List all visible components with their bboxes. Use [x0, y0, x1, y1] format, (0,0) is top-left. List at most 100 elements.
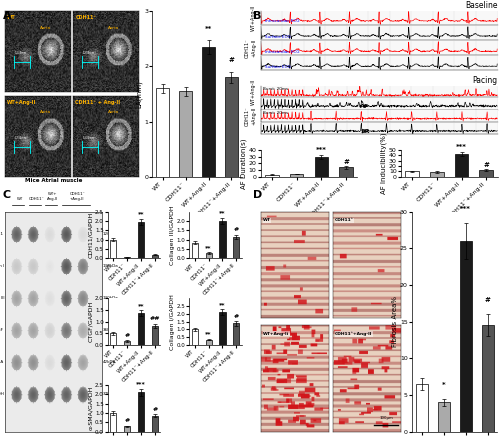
Text: WT+
Ang-II: WT+ Ang-II	[47, 192, 58, 201]
Bar	[234, 237, 239, 259]
Bar	[454, 154, 468, 177]
Text: CDH11: CDH11	[0, 232, 4, 236]
Text: CDH11⁺+Ang-II: CDH11⁺+Ang-II	[335, 332, 372, 336]
Y-axis label: AF Inducibility(%): AF Inducibility(%)	[381, 133, 388, 194]
Text: D: D	[252, 190, 262, 200]
Bar	[482, 325, 494, 432]
Text: 1.234mm: 1.234mm	[14, 136, 26, 140]
Y-axis label: Collagen III/GAPDH: Collagen III/GAPDH	[170, 205, 175, 265]
Text: A: A	[2, 11, 11, 21]
Text: 130kDa: 130kDa	[103, 296, 118, 300]
Bar	[110, 240, 116, 259]
Bar	[124, 258, 130, 259]
Text: #: #	[484, 162, 489, 168]
Text: ***: ***	[136, 381, 146, 386]
Text: 37kDa: 37kDa	[103, 392, 116, 396]
Bar	[220, 221, 226, 259]
Y-axis label: LA(mm): LA(mm)	[136, 80, 143, 108]
Text: 1.234mm: 1.234mm	[14, 51, 26, 55]
Text: #: #	[228, 58, 234, 64]
Text: 120kDa: 120kDa	[103, 232, 118, 236]
Bar	[152, 326, 158, 345]
Text: #: #	[484, 297, 490, 303]
Text: Surface ECG: Surface ECG	[266, 34, 291, 38]
Text: #: #	[124, 333, 130, 338]
Text: 100μm: 100μm	[379, 416, 393, 419]
Bar	[430, 172, 444, 177]
Bar	[290, 174, 304, 177]
Text: Baseline: Baseline	[465, 1, 498, 10]
Text: SR: SR	[360, 129, 370, 133]
Bar	[480, 170, 493, 177]
Text: Burst: 20ms: Burst: 20ms	[263, 87, 288, 91]
Bar	[138, 392, 144, 432]
Text: **: **	[219, 302, 226, 307]
Text: AF: AF	[360, 104, 370, 109]
Text: **: **	[138, 211, 144, 216]
Bar	[152, 255, 158, 259]
Bar	[180, 91, 192, 177]
Bar	[192, 242, 198, 259]
Text: α-SMA: α-SMA	[0, 360, 4, 364]
Text: WT: WT	[263, 218, 271, 222]
Text: B: B	[252, 11, 261, 21]
Text: Aorta: Aorta	[108, 26, 120, 30]
Text: Mice Atrial muscle: Mice Atrial muscle	[25, 178, 82, 183]
Text: Intracardiac ECG: Intracardiac ECG	[266, 50, 300, 54]
Text: WT+Ang-Ii: WT+Ang-Ii	[263, 332, 289, 336]
Text: WT: WT	[7, 15, 16, 20]
Text: 42kDa: 42kDa	[103, 360, 116, 364]
Bar	[124, 341, 130, 345]
Text: CDH11⁺: CDH11⁺	[76, 15, 96, 20]
Text: Burst: 20ms: Burst: 20ms	[263, 112, 288, 116]
Text: Intracardiac ECG: Intracardiac ECG	[266, 20, 300, 24]
Text: **: **	[205, 26, 212, 32]
Bar	[206, 340, 212, 345]
Text: CDH11⁻
+Ang-II: CDH11⁻ +Ang-II	[70, 192, 85, 201]
Bar	[234, 323, 239, 345]
Text: C: C	[2, 190, 10, 200]
Bar	[405, 171, 419, 177]
Text: #: #	[234, 227, 239, 232]
Bar	[340, 167, 353, 177]
Text: WT: WT	[16, 197, 23, 201]
Text: CDH11⁻
+Ang-II: CDH11⁻ +Ang-II	[245, 106, 256, 126]
Text: CDH11⁻
+Ang-II: CDH11⁻ +Ang-II	[245, 38, 256, 58]
Text: Pacing: Pacing	[472, 76, 498, 85]
Y-axis label: Collagen I/GAPDH: Collagen I/GAPDH	[170, 294, 175, 350]
Bar	[206, 253, 212, 259]
Text: ##: ##	[150, 317, 160, 321]
Text: Aorta: Aorta	[40, 26, 51, 30]
Bar	[138, 313, 144, 345]
Text: WT+Ang-II: WT+Ang-II	[251, 78, 256, 105]
Text: #: #	[124, 418, 130, 423]
Text: ***: ***	[316, 147, 327, 153]
Text: CDH11⁺ + Ang-II: CDH11⁺ + Ang-II	[76, 100, 120, 105]
Bar	[124, 426, 130, 432]
Text: Collagen I: Collagen I	[0, 264, 4, 268]
Text: ***: ***	[456, 144, 467, 150]
Text: ***: ***	[460, 206, 471, 211]
Text: 1.234mm: 1.234mm	[83, 136, 95, 140]
Text: CTGF: CTGF	[0, 328, 4, 332]
Bar	[460, 241, 471, 432]
Text: CDH11⁺: CDH11⁺	[335, 218, 354, 222]
Text: #: #	[152, 407, 158, 412]
Bar	[314, 157, 328, 177]
Text: GAPDH: GAPDH	[0, 392, 4, 396]
Bar	[192, 330, 198, 345]
Bar	[220, 312, 226, 345]
Text: WT+Ang-II: WT+Ang-II	[7, 100, 36, 105]
Text: Aorta: Aorta	[108, 110, 120, 114]
Text: Aorta: Aorta	[40, 110, 51, 114]
Bar	[152, 416, 158, 432]
Text: **: **	[138, 303, 144, 308]
Bar	[265, 174, 278, 177]
Bar	[225, 77, 237, 177]
Text: CDH11⁻: CDH11⁻	[28, 197, 44, 201]
Bar	[138, 222, 144, 259]
Y-axis label: AF Duration(s): AF Duration(s)	[241, 138, 248, 189]
Text: 1.234mm: 1.234mm	[83, 51, 95, 55]
Text: **: **	[206, 331, 212, 337]
Bar	[156, 89, 169, 177]
